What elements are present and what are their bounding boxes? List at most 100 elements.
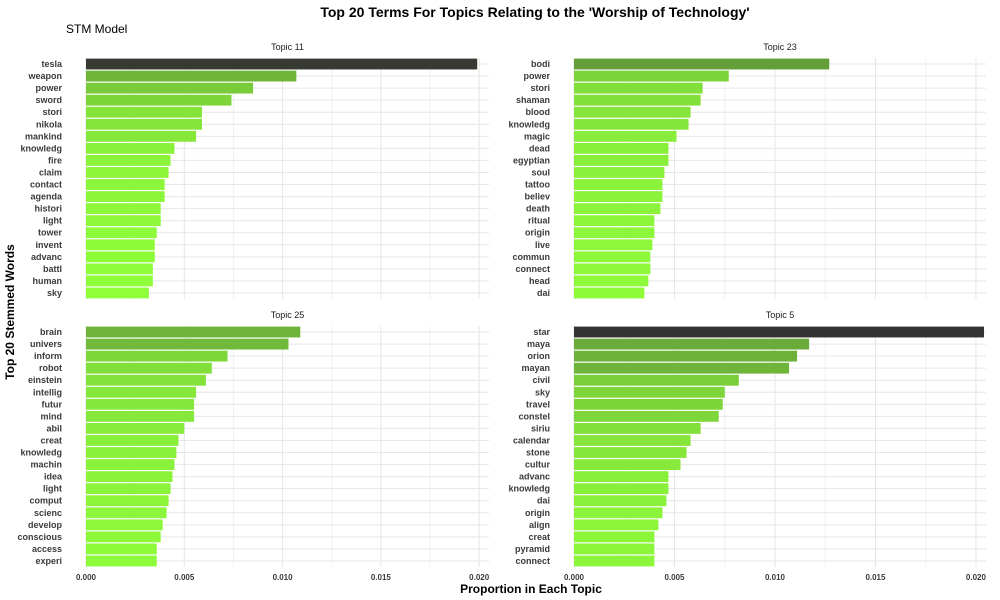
bar	[86, 374, 206, 386]
bar	[86, 435, 179, 446]
bar	[574, 423, 701, 434]
bar	[574, 179, 663, 190]
bar	[574, 398, 723, 410]
category-label: align	[529, 520, 550, 530]
category-label: power	[35, 83, 62, 93]
category-label: machin	[30, 460, 62, 470]
category-label: futur	[42, 399, 63, 409]
bar	[574, 118, 689, 130]
category-label: connect	[515, 264, 550, 274]
category-label: pyramid	[515, 544, 550, 554]
x-tick-label: 0.000	[76, 573, 97, 582]
bar	[574, 191, 663, 202]
category-label: cultur	[525, 460, 550, 470]
bar	[86, 495, 169, 507]
category-label: believ	[524, 192, 550, 202]
category-label: invent	[35, 240, 62, 250]
category-label: calendar	[513, 435, 551, 445]
category-label: weapon	[27, 71, 62, 81]
panel-title: Topic 25	[271, 310, 305, 320]
bar	[574, 350, 798, 362]
bar	[86, 215, 161, 227]
category-label: nikola	[36, 119, 63, 129]
x-tick-label: 0.020	[469, 573, 490, 582]
bar	[86, 398, 195, 410]
bar	[86, 410, 195, 422]
bar	[86, 459, 175, 470]
bar	[574, 130, 677, 142]
bar	[86, 118, 202, 130]
category-label: claim	[39, 167, 62, 177]
x-tick-label: 0.015	[865, 573, 886, 582]
bar	[574, 251, 651, 263]
category-label: live	[535, 240, 550, 250]
bar	[574, 555, 655, 567]
bar	[86, 142, 175, 154]
category-label: commun	[512, 252, 550, 262]
bar	[574, 167, 665, 178]
category-label: origin	[525, 508, 550, 518]
bar	[86, 386, 197, 398]
bar	[574, 435, 691, 446]
bar	[86, 239, 155, 251]
category-label: sky	[47, 288, 62, 298]
bar	[574, 374, 739, 386]
category-label: mind	[41, 411, 63, 421]
x-tick-label: 0.005	[174, 573, 195, 582]
category-label: mayan	[521, 363, 550, 373]
bar	[86, 338, 289, 350]
bar	[574, 543, 655, 555]
bar	[86, 483, 171, 495]
category-label: advanc	[31, 252, 62, 262]
category-label: egyptian	[513, 155, 550, 165]
bar	[86, 275, 153, 287]
category-label: develop	[28, 520, 63, 530]
x-tick-label: 0.015	[371, 573, 392, 582]
category-label: travel	[526, 399, 550, 409]
category-label: experi	[35, 556, 62, 566]
bar	[86, 106, 202, 118]
category-label: soul	[531, 167, 550, 177]
bar	[574, 483, 669, 495]
category-label: mankind	[25, 131, 62, 141]
panel-title: Topic 5	[766, 310, 795, 320]
x-tick-label: 0.020	[966, 573, 987, 582]
category-label: tower	[38, 228, 63, 238]
x-tick-label: 0.005	[664, 573, 685, 582]
category-label: bodi	[531, 59, 550, 69]
chart-title: Top 20 Terms For Topics Relating to the …	[320, 4, 750, 20]
category-label: light	[43, 216, 62, 226]
category-label: human	[32, 276, 62, 286]
category-label: battl	[43, 264, 62, 274]
category-label: conscious	[17, 532, 62, 542]
panel-title: Topic 23	[763, 42, 797, 52]
bar	[574, 471, 669, 483]
bar	[574, 70, 729, 82]
bar	[574, 106, 691, 118]
category-label: power	[523, 71, 550, 81]
category-label: sky	[535, 387, 550, 397]
bar	[86, 263, 153, 275]
category-label: death	[526, 204, 550, 214]
category-label: inform	[34, 351, 62, 361]
category-label: orion	[528, 351, 551, 361]
bar	[86, 423, 185, 434]
category-label: siriu	[531, 423, 550, 433]
bar	[86, 326, 301, 338]
x-axis-label: Proportion in Each Topic	[460, 582, 602, 596]
category-label: shaman	[516, 95, 550, 105]
bar	[86, 287, 149, 299]
bar	[86, 70, 297, 82]
category-label: stone	[526, 448, 550, 458]
category-label: histori	[34, 204, 62, 214]
bar	[574, 275, 649, 287]
bar	[86, 94, 232, 106]
category-label: magic	[524, 131, 550, 141]
category-label: star	[533, 327, 550, 337]
bar	[86, 167, 169, 178]
category-label: access	[32, 544, 62, 554]
category-label: dead	[529, 143, 550, 153]
category-label: sword	[35, 95, 62, 105]
bar	[86, 251, 155, 263]
